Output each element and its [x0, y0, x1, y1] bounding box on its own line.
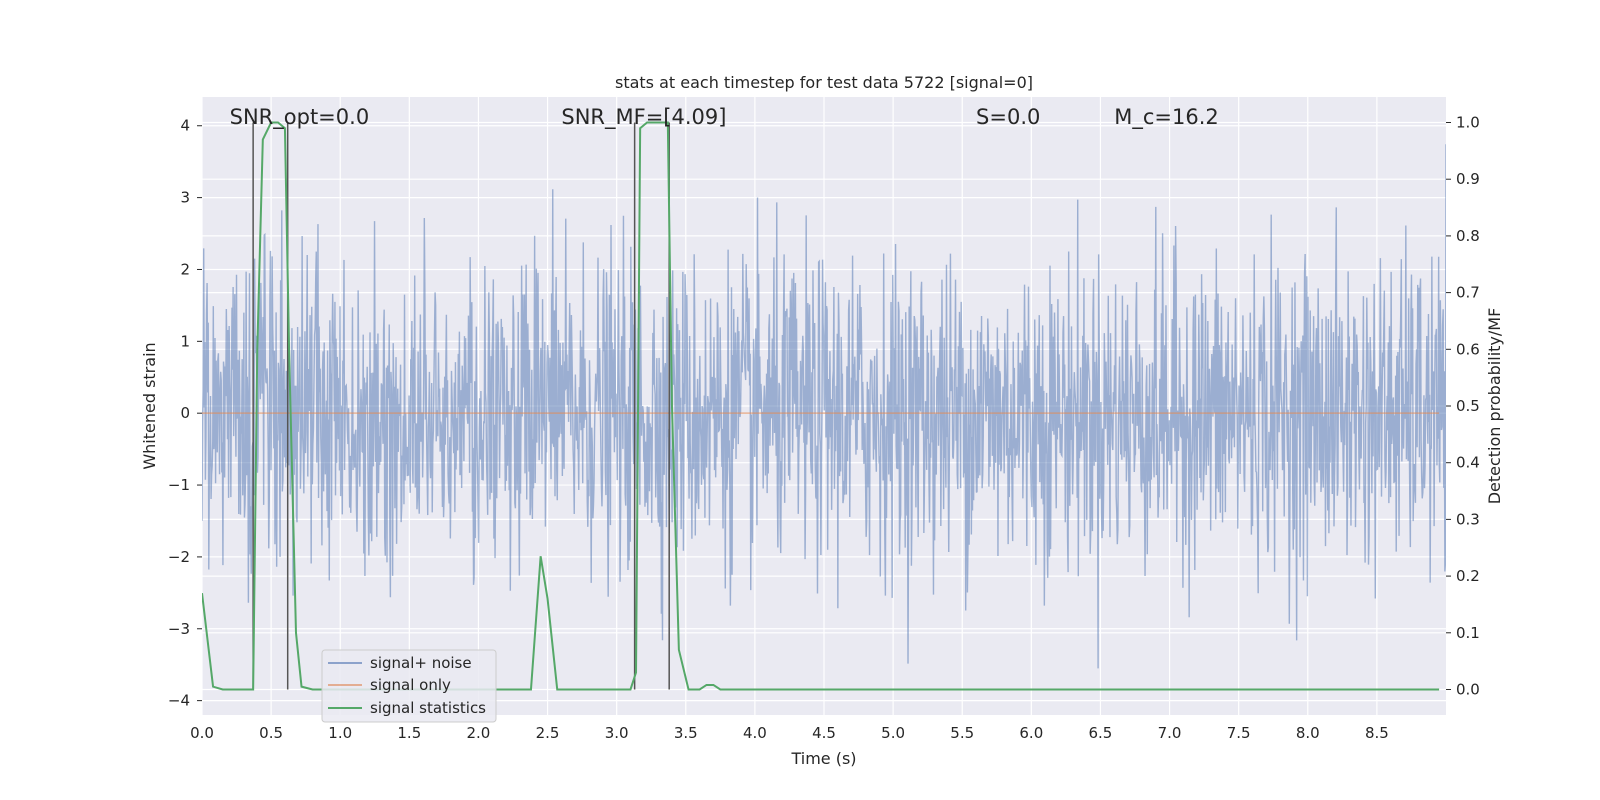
annotation-text: M_c=16.2 [1114, 105, 1219, 130]
y-tick-label: −1 [168, 476, 190, 494]
legend-box [321, 649, 497, 723]
y2-tick-label: 0.8 [1456, 227, 1480, 245]
x-tick-label: 6.5 [1089, 724, 1113, 742]
y-tick-label: −3 [168, 620, 190, 638]
y2-tick-label: 0.7 [1456, 284, 1480, 302]
y2-axis-label: Detection probability/MF [1485, 308, 1504, 505]
x-axis-label: Time (s) [790, 749, 856, 768]
y2-tick-label: 0.5 [1456, 397, 1480, 415]
x-tick-label: 7.5 [1227, 724, 1251, 742]
y-tick-label: 1 [180, 332, 190, 350]
y2-tick-label: 0.9 [1456, 170, 1480, 188]
y2-tick-label: 0.4 [1456, 454, 1480, 472]
y2-tick-label: 1.0 [1456, 114, 1480, 132]
vertical-markers [252, 122, 670, 690]
y2-tick-label: 0.6 [1456, 340, 1480, 358]
y-tick-label: 0 [180, 404, 190, 422]
signal-statistics-line [202, 121, 1440, 691]
x-tick-labels: 0.0 0.5 1.0 1.5 2.0 2.5 3.0 3.5 4.0 4.5 5.0 5.5 6.0 6… [190, 724, 1389, 742]
legend-label-signal-statistics: signal statistics [370, 699, 486, 717]
legend-label-signal-noise: signal+ noise [370, 654, 472, 672]
y-tick-label: 4 [180, 117, 190, 135]
annotations: SNR_opt=0.0 SNR_MF=[4.09] S=0.0 M_c=16.2 [230, 105, 1219, 130]
annotation-text: SNR_MF=[4.09] [561, 105, 726, 130]
x-tick-label: 3.5 [674, 724, 698, 742]
x-tick-label: 0.0 [190, 724, 214, 742]
y2-tick-labels: 0.0 0.1 0.2 0.3 0.4 0.5 0.6 0.7 0.8 0.9 1.0 [1446, 114, 1480, 698]
x-tick-label: 4.0 [743, 724, 767, 742]
x-tick-label: 8.5 [1365, 724, 1389, 742]
y2-tick-label: 0.1 [1456, 624, 1480, 642]
x-tick-label: 5.5 [950, 724, 974, 742]
x-tick-label: 3.0 [605, 724, 629, 742]
annotation-text: SNR_opt=0.0 [230, 105, 370, 130]
y-axis-label: Whitened strain [140, 342, 159, 469]
x-tick-label: 0.5 [259, 724, 283, 742]
annotation-text: S=0.0 [976, 105, 1040, 129]
y-tick-label: 3 [180, 189, 190, 207]
x-tick-label: 1.0 [328, 724, 352, 742]
x-tick-label: 6.0 [1019, 724, 1043, 742]
x-tick-label: 5.0 [881, 724, 905, 742]
signal-statistics-series [202, 121, 1440, 691]
x-tick-label: 2.5 [536, 724, 560, 742]
y2-tick-label: 0.3 [1456, 510, 1480, 528]
y-tick-label: 2 [180, 260, 190, 278]
chart-title: stats at each timestep for test data 572… [615, 73, 1033, 92]
x-tick-label: 8.0 [1296, 724, 1320, 742]
x-tick-label: 7.0 [1158, 724, 1182, 742]
legend: signal+ noise signal only signal statist… [321, 649, 497, 723]
y2-tick-label: 0.0 [1456, 680, 1480, 698]
x-tick-label: 1.5 [397, 724, 421, 742]
x-tick-label: 4.5 [812, 724, 836, 742]
x-tick-label: 2.0 [467, 724, 491, 742]
y-tick-label: −2 [168, 548, 190, 566]
y-tick-label: −4 [168, 692, 190, 710]
y2-tick-label: 0.2 [1456, 567, 1480, 585]
legend-label-signal-only: signal only [370, 676, 451, 694]
signal-noise-line [202, 144, 1446, 669]
y-tick-labels: −4 −3 −2 −1 0 1 2 3 4 [168, 117, 202, 710]
signal-noise-series [202, 144, 1446, 669]
